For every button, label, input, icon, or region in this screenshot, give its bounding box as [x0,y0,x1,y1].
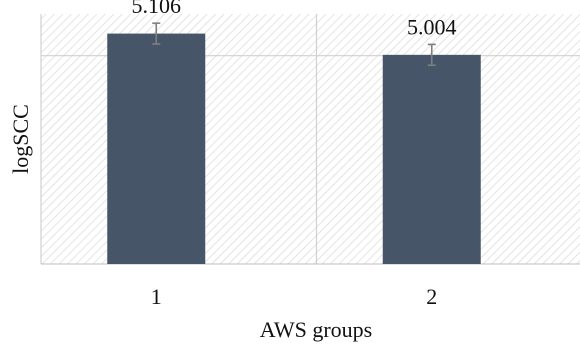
data-label: 5.106 [132,0,182,18]
bar [382,54,481,265]
y-axis-label: logSCC [8,104,33,174]
x-tick-label: 2 [426,284,437,309]
x-tick-label: 1 [151,284,162,309]
bars: 5.106 5.004 [107,0,481,265]
bar [107,33,206,265]
data-label: 5.004 [407,14,457,39]
x-axis-label: AWS groups [260,317,373,342]
